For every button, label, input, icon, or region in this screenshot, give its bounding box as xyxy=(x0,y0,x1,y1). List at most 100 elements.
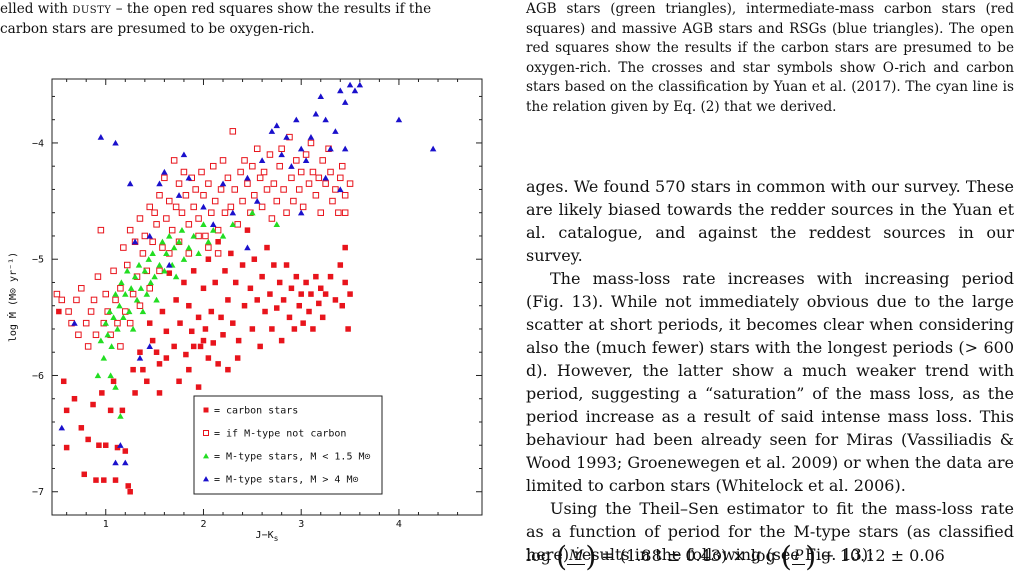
if-m-type-point xyxy=(94,273,102,280)
if-m-type-point xyxy=(200,192,207,199)
if-m-type-point xyxy=(288,174,295,182)
high-mass-m-type-point xyxy=(180,151,188,158)
carbon-star-point xyxy=(195,384,202,390)
low-mass-m-type-point xyxy=(131,273,139,280)
if-m-type-point xyxy=(120,244,127,251)
high-mass-m-type-point xyxy=(210,221,217,227)
carbon-star-point xyxy=(81,471,87,478)
high-mass-m-type-point xyxy=(258,157,266,163)
low-mass-m-type-point xyxy=(143,290,151,297)
if-m-type-point xyxy=(317,209,324,216)
high-mass-m-type-point xyxy=(351,87,359,94)
if-m-type-point xyxy=(117,285,124,292)
if-m-type-point xyxy=(163,215,170,222)
if-m-type-point xyxy=(202,232,209,240)
low-mass-m-type-point xyxy=(195,250,202,257)
if-m-type-point xyxy=(258,203,266,211)
carbon-star-point xyxy=(241,302,248,309)
low-mass-m-type-point xyxy=(205,238,212,245)
legend-marker xyxy=(203,453,209,459)
legend-label: = if M-type not carbon xyxy=(214,429,346,440)
carbon-star-point xyxy=(186,302,192,309)
high-mass-m-type-point xyxy=(131,238,139,245)
if-m-type-point xyxy=(237,168,244,176)
carbon-star-point xyxy=(296,302,302,309)
low-mass-m-type-point xyxy=(129,325,137,332)
left-caption: elled with dusty – the open red squares … xyxy=(0,0,500,39)
if-m-type-point xyxy=(229,128,237,135)
carbon-star-point xyxy=(259,273,265,280)
equation-numerator-period: P xyxy=(791,548,806,565)
if-m-type-point xyxy=(241,157,248,164)
carbon-star-point xyxy=(177,320,183,326)
if-m-type-point xyxy=(126,226,134,234)
if-m-type-point xyxy=(97,226,105,234)
carbon-star-point xyxy=(101,477,107,483)
high-mass-m-type-point xyxy=(112,139,119,146)
if-m-type-point xyxy=(151,209,158,216)
carbon-star-point xyxy=(112,477,119,483)
carbon-star-point xyxy=(337,262,344,268)
equation-middle: = (1.88 ± 0.43) × log xyxy=(601,546,776,565)
if-m-type-point xyxy=(231,186,238,193)
carbon-star-point xyxy=(264,244,270,251)
if-m-type-point xyxy=(270,180,278,187)
carbon-star-point xyxy=(318,285,324,292)
carbon-star-point xyxy=(163,355,170,361)
high-mass-m-type-point xyxy=(244,244,251,251)
x-axis-label: J−Ks xyxy=(256,530,279,543)
carbon-star-point xyxy=(347,291,353,297)
if-m-type-point xyxy=(112,296,119,304)
left-caption-line2: carbon stars are presumed to be oxygen-r… xyxy=(0,20,315,37)
if-m-type-point xyxy=(297,168,305,176)
high-mass-m-type-point xyxy=(268,128,276,134)
carbon-star-point xyxy=(278,337,285,344)
carbon-star-point xyxy=(93,477,99,483)
left-caption-line1-post: – the open red squares show the results … xyxy=(111,1,432,17)
carbon-star-point xyxy=(189,328,195,335)
high-mass-m-type-point xyxy=(244,174,251,181)
x-tick-label: 4 xyxy=(396,519,402,530)
high-mass-m-type-point xyxy=(341,99,349,105)
if-m-type-point xyxy=(195,215,202,222)
high-mass-m-type-point xyxy=(346,81,354,88)
legend: = carbon stars = if M-type not carbon = M-… xyxy=(193,395,383,495)
carbon-star-point xyxy=(119,407,126,414)
right-caption: AGB stars (green triangles), intermediat… xyxy=(526,1,1014,115)
low-mass-m-type-point xyxy=(219,232,227,239)
legend-box xyxy=(193,395,383,495)
if-m-type-point xyxy=(126,319,134,327)
if-m-type-point xyxy=(195,232,202,240)
if-m-type-point xyxy=(224,174,232,182)
carbon-star-point xyxy=(280,297,287,303)
body-paragraph-3: Using the Theil–Sen estimator to fit the… xyxy=(526,499,1014,564)
equation-log: log xyxy=(526,546,551,565)
carbon-star-point xyxy=(234,355,241,361)
if-m-type-point xyxy=(192,186,199,193)
body-paragraph-2: The mass-loss rate increases with increa… xyxy=(526,269,1014,495)
carbon-star-point xyxy=(149,337,156,344)
low-mass-m-type-point xyxy=(149,250,156,257)
if-m-type-point xyxy=(305,180,313,187)
low-mass-m-type-point xyxy=(249,209,256,216)
if-m-type-point xyxy=(146,203,153,211)
legend-marker xyxy=(203,407,209,413)
if-m-type-point xyxy=(139,250,147,257)
if-m-type-point xyxy=(178,209,186,216)
low-mass-m-type-point xyxy=(104,331,111,338)
high-mass-m-type-point xyxy=(312,110,320,117)
carbon-star-point xyxy=(190,343,197,350)
carbon-star-point xyxy=(107,407,114,414)
carbon-star-point xyxy=(339,302,345,309)
if-m-type-point xyxy=(65,308,72,315)
carbon-star-point xyxy=(156,361,163,367)
carbon-star-point xyxy=(230,320,236,326)
scatter-plot: 1 2 3 4 −4 −5 −6 −7 J−Ks log Ṁ (M⊙ yr⁻¹) = carb… xyxy=(6,78,483,543)
low-mass-m-type-point xyxy=(120,314,127,320)
low-mass-m-type-point xyxy=(229,221,237,227)
if-m-type-point xyxy=(198,168,205,176)
low-mass-m-type-point xyxy=(210,227,217,233)
carbon-star-point xyxy=(306,308,312,315)
if-m-type-point xyxy=(73,296,80,304)
low-mass-m-type-point xyxy=(118,279,125,286)
